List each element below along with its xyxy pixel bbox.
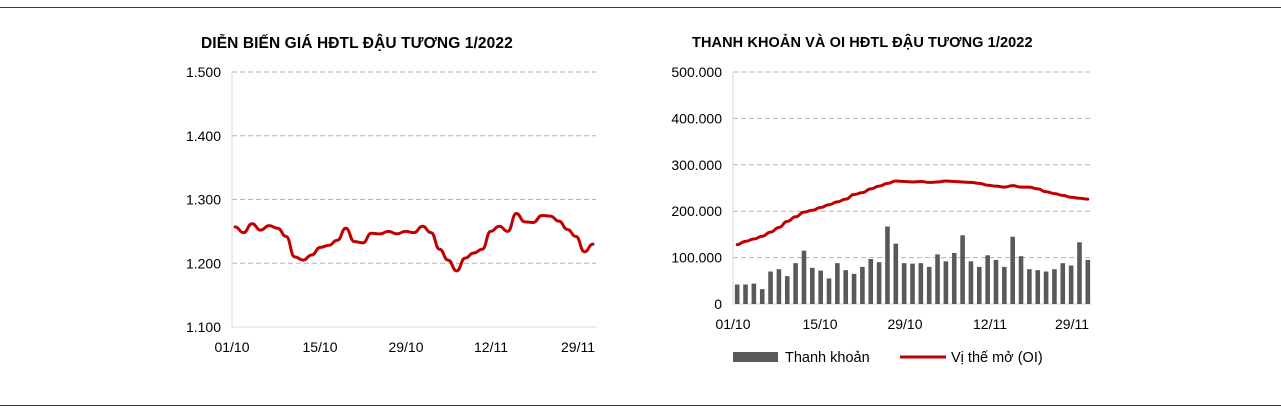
price-y-tick-label: 1.400	[186, 128, 221, 144]
volume-bar	[1018, 256, 1024, 304]
price-chart-title: DIỄN BIẾN GIÁ HĐTL ĐẬU TƯƠNG 1/2022	[201, 35, 513, 52]
volume-bar	[1043, 271, 1049, 304]
oi-x-tick-label: 01/10	[715, 316, 750, 332]
oi-series-line	[735, 179, 1090, 247]
volume-bar	[759, 289, 765, 304]
oi-x-tick-label: 15/10	[802, 316, 837, 332]
volume-bar	[976, 266, 982, 304]
volume-oi-chart-title: THANH KHOẢN VÀ OI HĐTL ĐẬU TƯƠNG 1/2022	[692, 35, 1033, 51]
oi-y-tick-label: 100.000	[671, 250, 722, 266]
oi-y-tick-label: 300.000	[671, 157, 722, 173]
top-rule	[0, 7, 1281, 8]
volume-bar	[918, 263, 924, 304]
volume-bar	[943, 261, 949, 304]
oi-y-tick-label: 200.000	[671, 203, 722, 219]
volume-bar	[818, 270, 823, 304]
price-x-tick-label: 15/10	[302, 339, 337, 355]
price-y-tick-label: 1.300	[186, 192, 221, 208]
volume-bar	[868, 258, 874, 304]
oi-y-tick-label: 500.000	[671, 64, 722, 80]
volume-bar	[926, 266, 932, 304]
volume-bar	[793, 263, 798, 304]
oi-x-tick-label: 12/11	[973, 316, 1007, 332]
oi-x-tick-label: 29/10	[887, 316, 922, 332]
price-x-tick-label: 29/11	[561, 339, 595, 355]
volume-bar	[1068, 265, 1074, 304]
volume-bar	[951, 252, 957, 304]
volume-bar	[1085, 259, 1091, 304]
volume-bar	[784, 276, 790, 304]
bottom-rule	[0, 405, 1281, 406]
price-y-tick-label: 1.200	[186, 255, 221, 271]
volume-bar	[768, 271, 773, 304]
oi-x-tick-label: 29/11	[1055, 316, 1089, 332]
legend-label-volume: Thanh khoản	[785, 350, 870, 366]
price-y-tick-label: 1.100	[186, 319, 221, 335]
volume-bar	[835, 263, 840, 304]
price-x-tick-label: 12/11	[474, 339, 508, 355]
volume-bar	[885, 226, 890, 304]
volume-bar	[843, 270, 849, 304]
volume-bar	[860, 266, 865, 304]
volume-bar	[910, 263, 915, 304]
volume-bar	[751, 283, 757, 304]
volume-bar	[734, 284, 740, 304]
volume-bar	[776, 269, 782, 304]
volume-bar	[810, 267, 815, 304]
volume-bar	[1077, 242, 1082, 304]
price-y-tick-label: 1.500	[186, 64, 221, 80]
volume-bar	[1060, 263, 1066, 304]
volume-bar	[1010, 236, 1015, 304]
oi-y-tick-label: 400.000	[671, 110, 722, 126]
volume-bar	[935, 254, 940, 304]
price-x-tick-label: 29/10	[388, 339, 423, 355]
volume-bar	[1027, 269, 1032, 304]
volume-bar	[1035, 270, 1041, 304]
volume-bar	[960, 235, 965, 304]
legend-swatch-volume	[733, 352, 778, 362]
volume-bar	[826, 278, 832, 304]
volume-bar	[851, 273, 857, 304]
volume-bar	[968, 261, 974, 304]
volume-bar	[893, 243, 899, 304]
volume-bar	[901, 263, 907, 304]
price-series-line	[233, 212, 595, 273]
oi-y-tick-label: 0	[714, 296, 722, 312]
volume-bar	[1002, 266, 1007, 304]
volume-bar	[801, 250, 807, 304]
legend-label-oi: Vị thế mở (OI)	[951, 350, 1043, 366]
volume-bar	[993, 259, 999, 304]
volume-bar	[985, 255, 990, 304]
price-x-tick-label: 01/10	[214, 339, 249, 355]
volume-bar	[876, 262, 882, 304]
volume-bar	[1052, 269, 1057, 304]
volume-bar	[743, 284, 748, 304]
